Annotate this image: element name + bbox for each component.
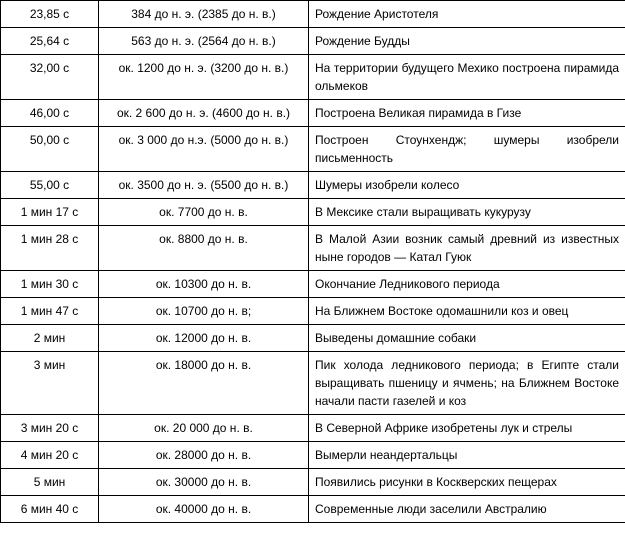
table-cell: ок. 8800 до н. в. bbox=[99, 226, 309, 271]
table-cell: ок. 10300 до н. в. bbox=[99, 271, 309, 298]
table-cell: ок. 18000 до н. в. bbox=[99, 352, 309, 415]
table-body: 23,85 с384 до н. э. (2385 до н. в.)Рожде… bbox=[1, 1, 625, 523]
table-row: 50,00 сок. 3 000 до н.э. (5000 до н. в.)… bbox=[1, 127, 625, 172]
table-row: 1 мин 28 сок. 8800 до н. в.В Малой Азии … bbox=[1, 226, 625, 271]
table-row: 2 минок. 12000 до н. в.Выведены домашние… bbox=[1, 325, 625, 352]
table-cell: 3 мин bbox=[1, 352, 99, 415]
table-cell: Построена Великая пирамида в Гизе bbox=[309, 100, 625, 127]
table-cell: На Ближнем Востоке одомашнили коз и овец bbox=[309, 298, 625, 325]
table-cell: 384 до н. э. (2385 до н. в.) bbox=[99, 1, 309, 28]
table-cell: 25,64 с bbox=[1, 28, 99, 55]
table-cell: Появились рисунки в Коскверских пещерах bbox=[309, 469, 625, 496]
table-cell: ок. 2 600 до н. э. (4600 до н. в.) bbox=[99, 100, 309, 127]
table-row: 1 мин 17 сок. 7700 до н. в.В Мексике ста… bbox=[1, 199, 625, 226]
table-cell: ок. 7700 до н. в. bbox=[99, 199, 309, 226]
table-cell: 23,85 с bbox=[1, 1, 99, 28]
table-cell: Пик холода ледникового периода; в Египте… bbox=[309, 352, 625, 415]
table-cell: 1 мин 28 с bbox=[1, 226, 99, 271]
table-row: 5 минок. 30000 до н. в.Появились рисунки… bbox=[1, 469, 625, 496]
table-cell: Вымерли неандертальцы bbox=[309, 442, 625, 469]
table-cell: 6 мин 40 с bbox=[1, 496, 99, 523]
table-row: 55,00 сок. 3500 до н. э. (5500 до н. в.)… bbox=[1, 172, 625, 199]
table-cell: Рождение Будды bbox=[309, 28, 625, 55]
table-cell: 50,00 с bbox=[1, 127, 99, 172]
table-cell: ок. 12000 до н. в. bbox=[99, 325, 309, 352]
table-cell: ок. 30000 до н. в. bbox=[99, 469, 309, 496]
table-row: 3 минок. 18000 до н. в.Пик холода ледник… bbox=[1, 352, 625, 415]
table-cell: 2 мин bbox=[1, 325, 99, 352]
table-cell: На территории будущего Мехико построена … bbox=[309, 55, 625, 100]
table-cell: 32,00 с bbox=[1, 55, 99, 100]
table-cell: 55,00 с bbox=[1, 172, 99, 199]
table-cell: ок. 3500 до н. э. (5500 до н. в.) bbox=[99, 172, 309, 199]
table-cell: В Северной Африке изобретены лук и стрел… bbox=[309, 415, 625, 442]
table-cell: 3 мин 20 с bbox=[1, 415, 99, 442]
table-cell: ок. 10700 до н. в; bbox=[99, 298, 309, 325]
table-row: 1 мин 30 сок. 10300 до н. в.Окончание Ле… bbox=[1, 271, 625, 298]
table-row: 23,85 с384 до н. э. (2385 до н. в.)Рожде… bbox=[1, 1, 625, 28]
table-cell: ок. 40000 до н. в. bbox=[99, 496, 309, 523]
table-row: 32,00 сок. 1200 до н. э. (3200 до н. в.)… bbox=[1, 55, 625, 100]
table-cell: Построен Стоунхендж; шумеры изобрели пис… bbox=[309, 127, 625, 172]
table-cell: 4 мин 20 с bbox=[1, 442, 99, 469]
table-row: 46,00 сок. 2 600 до н. э. (4600 до н. в.… bbox=[1, 100, 625, 127]
table-row: 4 мин 20 сок. 28000 до н. в.Вымерли неан… bbox=[1, 442, 625, 469]
history-timeline-table: 23,85 с384 до н. э. (2385 до н. в.)Рожде… bbox=[0, 0, 625, 523]
table-row: 25,64 с563 до н. э. (2564 до н. в.)Рожде… bbox=[1, 28, 625, 55]
table-cell: Выведены домашние собаки bbox=[309, 325, 625, 352]
table-cell: 1 мин 17 с bbox=[1, 199, 99, 226]
table-cell: 5 мин bbox=[1, 469, 99, 496]
table-cell: В Мексике стали выращивать кукурузу bbox=[309, 199, 625, 226]
table-cell: 46,00 с bbox=[1, 100, 99, 127]
table-cell: ок. 1200 до н. э. (3200 до н. в.) bbox=[99, 55, 309, 100]
table-row: 1 мин 47 сок. 10700 до н. в;На Ближнем В… bbox=[1, 298, 625, 325]
table-cell: 1 мин 47 с bbox=[1, 298, 99, 325]
table-cell: 563 до н. э. (2564 до н. в.) bbox=[99, 28, 309, 55]
table-cell: 1 мин 30 с bbox=[1, 271, 99, 298]
table-cell: Современные люди заселили Австралию bbox=[309, 496, 625, 523]
table-cell: Окончание Ледникового периода bbox=[309, 271, 625, 298]
table-cell: В Малой Азии возник самый древний из изв… bbox=[309, 226, 625, 271]
table-row: 3 мин 20 сок. 20 000 до н. в.В Северной … bbox=[1, 415, 625, 442]
table-cell: ок. 20 000 до н. в. bbox=[99, 415, 309, 442]
table-row: 6 мин 40 сок. 40000 до н. в.Современные … bbox=[1, 496, 625, 523]
table-cell: ок. 3 000 до н.э. (5000 до н. в.) bbox=[99, 127, 309, 172]
table-cell: Рождение Аристотеля bbox=[309, 1, 625, 28]
table-cell: Шумеры изобрели колесо bbox=[309, 172, 625, 199]
table-cell: ок. 28000 до н. в. bbox=[99, 442, 309, 469]
